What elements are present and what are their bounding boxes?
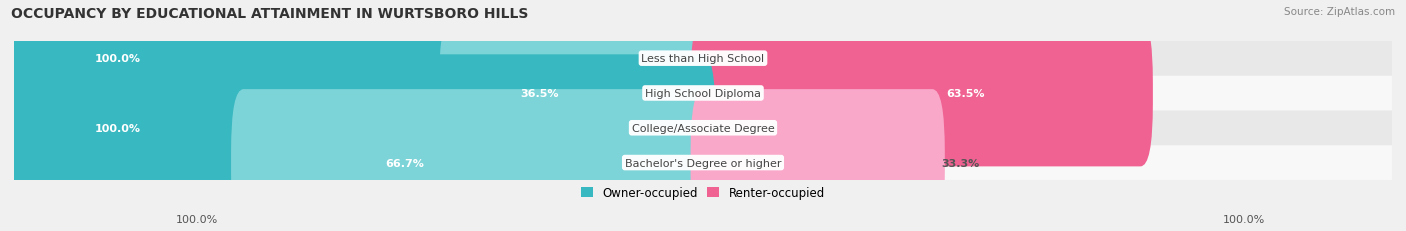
FancyBboxPatch shape — [1, 0, 716, 132]
Text: OCCUPANCY BY EDUCATIONAL ATTAINMENT IN WURTSBORO HILLS: OCCUPANCY BY EDUCATIONAL ATTAINMENT IN W… — [11, 7, 529, 21]
Text: 33.3%: 33.3% — [941, 158, 979, 168]
Text: 63.5%: 63.5% — [946, 88, 984, 99]
Text: Source: ZipAtlas.com: Source: ZipAtlas.com — [1284, 7, 1395, 17]
FancyBboxPatch shape — [690, 90, 945, 231]
Text: 100.0%: 100.0% — [1223, 214, 1265, 224]
Text: 66.7%: 66.7% — [385, 158, 423, 168]
FancyBboxPatch shape — [439, 21, 716, 167]
Text: College/Associate Degree: College/Associate Degree — [631, 123, 775, 133]
Text: Less than High School: Less than High School — [641, 54, 765, 64]
Legend: Owner-occupied, Renter-occupied: Owner-occupied, Renter-occupied — [581, 186, 825, 199]
FancyBboxPatch shape — [14, 42, 1392, 76]
FancyBboxPatch shape — [14, 111, 1392, 146]
FancyBboxPatch shape — [231, 90, 716, 231]
Text: 100.0%: 100.0% — [94, 54, 141, 64]
FancyBboxPatch shape — [690, 21, 1153, 167]
Text: High School Diploma: High School Diploma — [645, 88, 761, 99]
Text: 100.0%: 100.0% — [176, 214, 218, 224]
FancyBboxPatch shape — [1, 55, 716, 201]
Text: 36.5%: 36.5% — [520, 88, 558, 99]
FancyBboxPatch shape — [14, 146, 1392, 180]
Text: Bachelor's Degree or higher: Bachelor's Degree or higher — [624, 158, 782, 168]
Text: 100.0%: 100.0% — [94, 123, 141, 133]
FancyBboxPatch shape — [14, 76, 1392, 111]
